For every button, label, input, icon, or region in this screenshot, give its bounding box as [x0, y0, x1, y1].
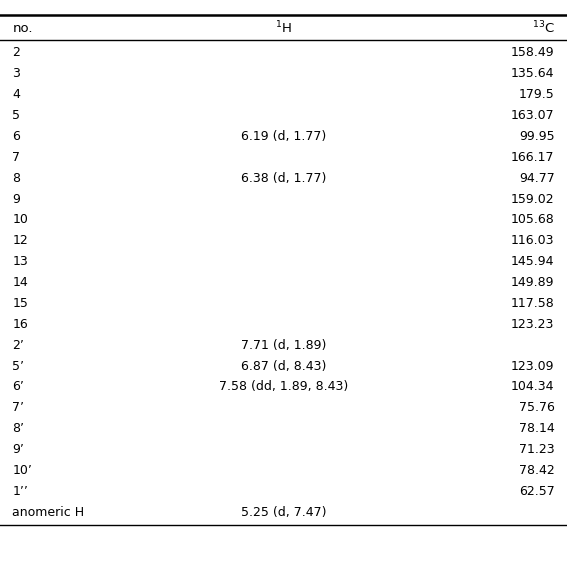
Text: 166.17: 166.17	[511, 151, 555, 164]
Text: 15: 15	[12, 297, 28, 310]
Text: 163.07: 163.07	[511, 109, 555, 122]
Text: anomeric H: anomeric H	[12, 506, 84, 519]
Text: 78.14: 78.14	[519, 422, 555, 435]
Text: 14: 14	[12, 276, 28, 289]
Text: 3: 3	[12, 67, 20, 81]
Text: 7: 7	[12, 151, 20, 164]
Text: 8: 8	[12, 172, 20, 185]
Text: 2’: 2’	[12, 339, 24, 352]
Text: 105.68: 105.68	[511, 213, 555, 226]
Text: 123.09: 123.09	[511, 359, 555, 373]
Text: 104.34: 104.34	[511, 380, 555, 393]
Text: 94.77: 94.77	[519, 172, 555, 185]
Text: 158.49: 158.49	[511, 46, 555, 59]
Text: 16: 16	[12, 318, 28, 331]
Text: 12: 12	[12, 234, 28, 248]
Text: 123.23: 123.23	[511, 318, 555, 331]
Text: 145.94: 145.94	[511, 255, 555, 268]
Text: 6.19 (d, 1.77): 6.19 (d, 1.77)	[241, 130, 326, 143]
Text: 7.71 (d, 1.89): 7.71 (d, 1.89)	[241, 339, 326, 352]
Text: 5’: 5’	[12, 359, 24, 373]
Text: 6.38 (d, 1.77): 6.38 (d, 1.77)	[241, 172, 326, 185]
Text: $^{13}$C: $^{13}$C	[532, 20, 555, 36]
Text: 117.58: 117.58	[511, 297, 555, 310]
Text: 5.25 (d, 7.47): 5.25 (d, 7.47)	[241, 506, 326, 519]
Text: 13: 13	[12, 255, 28, 268]
Text: 5: 5	[12, 109, 20, 122]
Text: 7’: 7’	[12, 401, 24, 415]
Text: 71.23: 71.23	[519, 443, 555, 456]
Text: 75.76: 75.76	[519, 401, 555, 415]
Text: 10’: 10’	[12, 464, 32, 477]
Text: 4: 4	[12, 88, 20, 101]
Text: 179.5: 179.5	[519, 88, 555, 101]
Text: 2: 2	[12, 46, 20, 59]
Text: 9: 9	[12, 192, 20, 206]
Text: 116.03: 116.03	[511, 234, 555, 248]
Text: 7.58 (dd, 1.89, 8.43): 7.58 (dd, 1.89, 8.43)	[219, 380, 348, 393]
Text: 6.87 (d, 8.43): 6.87 (d, 8.43)	[241, 359, 326, 373]
Text: 8’: 8’	[12, 422, 24, 435]
Text: 159.02: 159.02	[511, 192, 555, 206]
Text: 9’: 9’	[12, 443, 24, 456]
Text: 149.89: 149.89	[511, 276, 555, 289]
Text: 10: 10	[12, 213, 28, 226]
Text: 6’: 6’	[12, 380, 24, 393]
Text: 135.64: 135.64	[511, 67, 555, 81]
Text: $^{1}$H: $^{1}$H	[275, 20, 292, 36]
Text: 99.95: 99.95	[519, 130, 555, 143]
Text: 6: 6	[12, 130, 20, 143]
Text: 78.42: 78.42	[519, 464, 555, 477]
Text: no.: no.	[12, 22, 33, 35]
Text: 62.57: 62.57	[519, 485, 555, 498]
Text: 1’’: 1’’	[12, 485, 28, 498]
